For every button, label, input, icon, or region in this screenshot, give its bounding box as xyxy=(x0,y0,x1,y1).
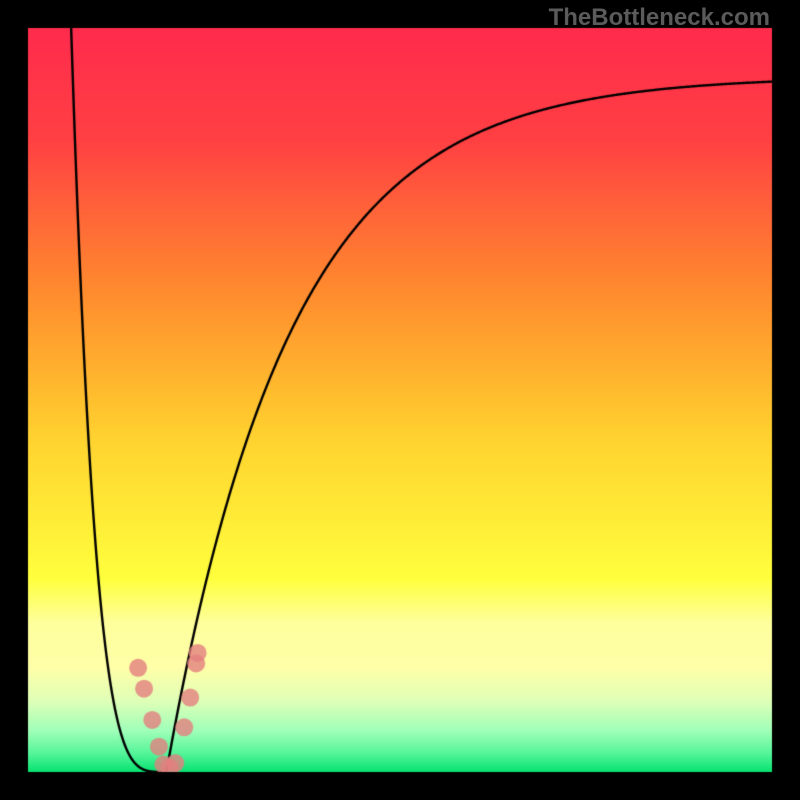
bottleneck-curve-plot xyxy=(0,0,800,800)
chart-stage: TheBottleneck.com xyxy=(0,0,800,800)
